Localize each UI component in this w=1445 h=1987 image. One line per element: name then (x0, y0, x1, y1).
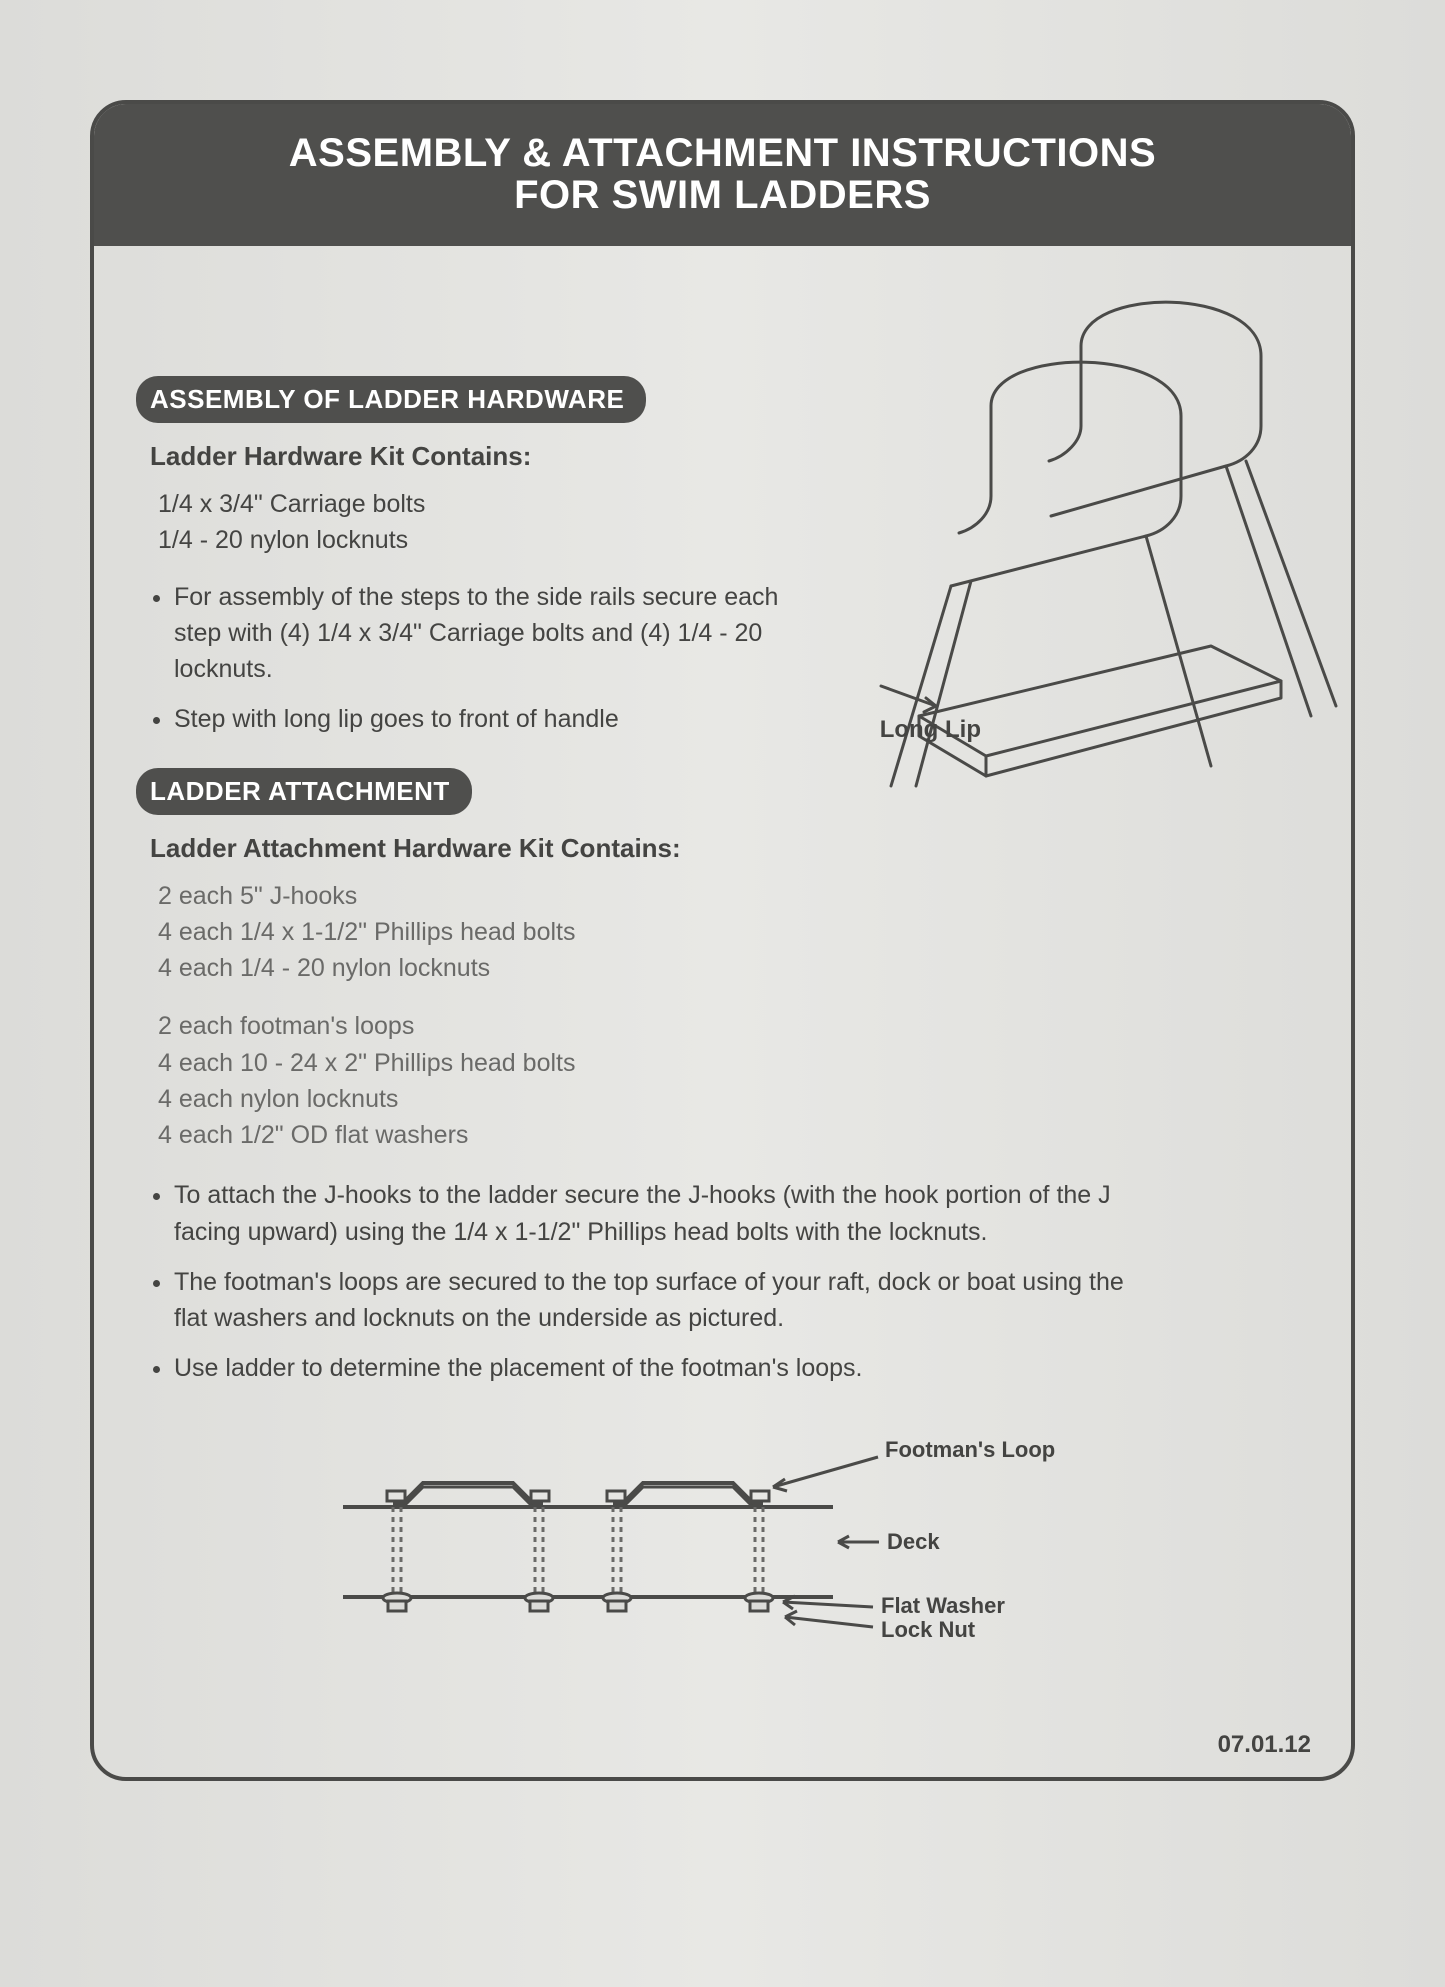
label-flat-washer: Flat Washer (881, 1593, 1005, 1618)
bullet-item: Use ladder to determine the placement of… (174, 1350, 1164, 1386)
title-bar: ASSEMBLY & ATTACHMENT INSTRUCTIONS FOR S… (94, 104, 1351, 246)
assembly-steps: For assembly of the steps to the side ra… (144, 579, 784, 738)
attach-kit-subhead: Ladder Attachment Hardware Kit Contains: (150, 833, 1301, 864)
kit-item: 2 each footman's loops (158, 1008, 1301, 1044)
kit-item: 4 each 1/2" OD flat washers (158, 1117, 1301, 1153)
kit-item: 2 each 5" J-hooks (158, 878, 1301, 914)
label-lock-nut: Lock Nut (881, 1617, 976, 1642)
label-deck: Deck (887, 1529, 940, 1554)
ladder-attachment-section: LADDER ATTACHMENT Ladder Attachment Hard… (144, 768, 1301, 1387)
document-date: 07.01.12 (1218, 1731, 1311, 1759)
title-line-2: FOR SWIM LADDERS (124, 174, 1321, 216)
kit-item: 4 each nylon locknuts (158, 1081, 1301, 1117)
footman-loop-diagram: Footman's Loop Deck Flat Washer Lock Nut (273, 1417, 1173, 1717)
bullet-item: The footman's loops are secured to the t… (174, 1264, 1164, 1337)
assembly-hardware-section: ASSEMBLY OF LADDER HARDWARE Ladder Hardw… (144, 376, 1301, 738)
ladder-diagram (781, 266, 1341, 826)
bullet-item: To attach the J-hooks to the ladder secu… (174, 1177, 1164, 1250)
kit-item: 4 each 10 - 24 x 2" Phillips head bolts (158, 1045, 1301, 1081)
attachment-steps: To attach the J-hooks to the ladder secu… (144, 1177, 1164, 1386)
document-frame: ASSEMBLY & ATTACHMENT INSTRUCTIONS FOR S… (90, 100, 1355, 1781)
section-heading-assembly: ASSEMBLY OF LADDER HARDWARE (136, 376, 646, 423)
title-line-1: ASSEMBLY & ATTACHMENT INSTRUCTIONS (124, 132, 1321, 174)
section-heading-attachment: LADDER ATTACHMENT (136, 768, 472, 815)
attach-kit-list-2: 2 each footman's loops 4 each 10 - 24 x … (158, 1008, 1301, 1153)
long-lip-label: Long Lip (880, 716, 981, 744)
bullet-item: Step with long lip goes to front of hand… (174, 701, 784, 737)
attach-kit-list-1: 2 each 5" J-hooks 4 each 1/4 x 1-1/2" Ph… (158, 878, 1301, 987)
bullet-item: For assembly of the steps to the side ra… (174, 579, 784, 688)
kit-item: 4 each 1/4 x 1-1/2" Phillips head bolts (158, 914, 1301, 950)
content-area: ASSEMBLY OF LADDER HARDWARE Ladder Hardw… (94, 246, 1351, 1737)
kit-item: 4 each 1/4 - 20 nylon locknuts (158, 950, 1301, 986)
label-footman-loop: Footman's Loop (885, 1437, 1055, 1462)
